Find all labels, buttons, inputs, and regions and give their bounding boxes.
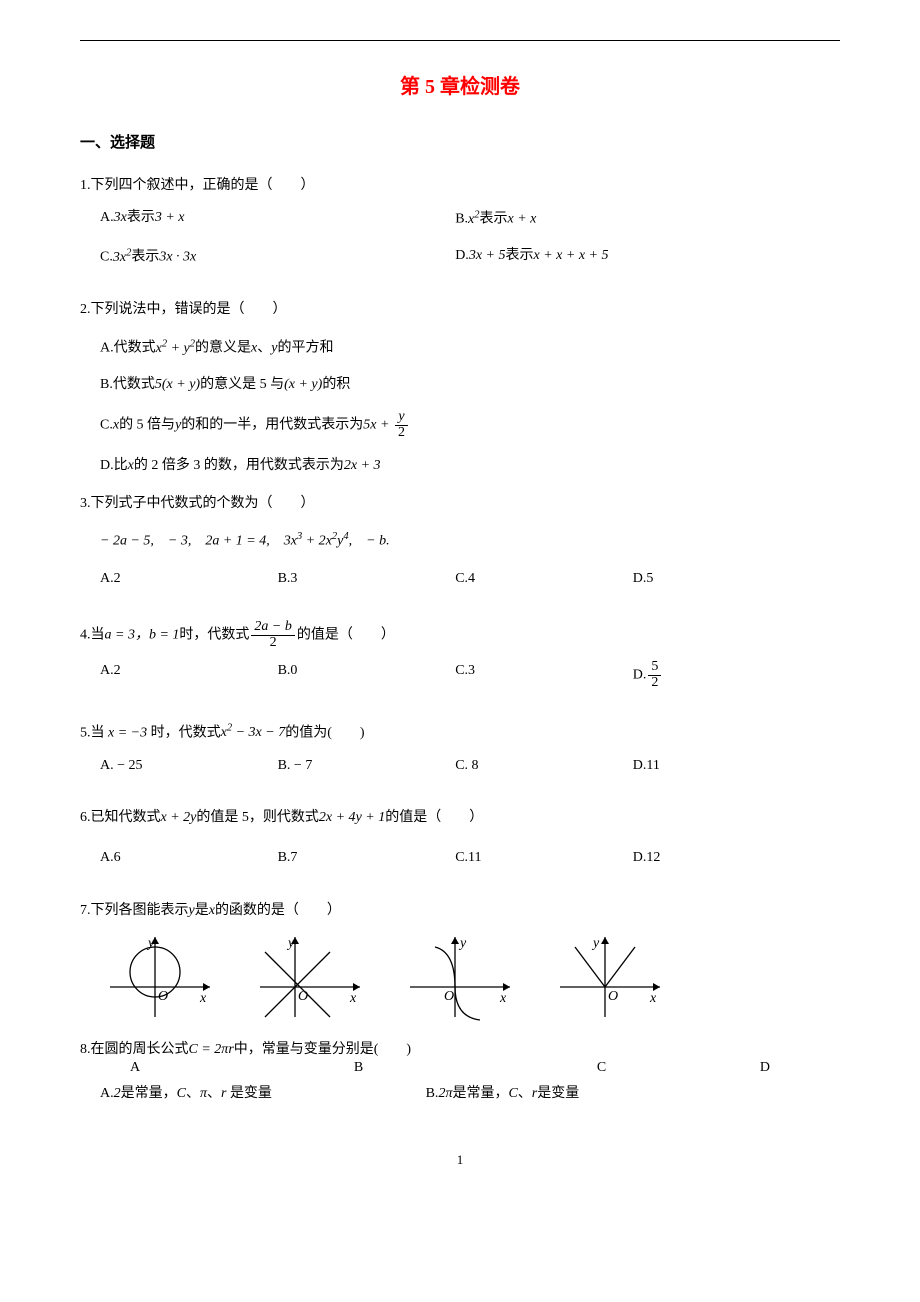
q5-stem: 5.当 x = −3 时，代数式x2 − 3x − 7的值为( ) [80, 721, 840, 745]
q7-stem: 7.下列各图能表示y是x的函数的是（ ） [80, 900, 840, 922]
question-1: 1.下列四个叙述中，正确的是（ ） A.3x表示3 + x B.x2表示x + … [80, 175, 840, 283]
q7-graph-a: y x O [100, 932, 220, 1030]
question-5: 5.当 x = −3 时，代数式x2 − 3x − 7的值为( ) A. − 2… [80, 721, 840, 791]
q5-choice-b: B. − 7 [278, 755, 456, 777]
graph-a-svg: y x O [100, 932, 220, 1022]
q4-choice-a: A.2 [100, 660, 278, 690]
q7-label-b: B [354, 1057, 363, 1079]
q5-choice-d: D.11 [633, 755, 840, 777]
q5-choice-a: A. − 25 [100, 755, 278, 777]
q1-choice-b: B.x2表示x + x [455, 207, 810, 231]
q4-choice-b: B.0 [278, 660, 456, 690]
graph-d-svg: y x O [550, 932, 670, 1022]
q3-choice-b: B.3 [278, 568, 456, 590]
section-heading: 一、选择题 [80, 131, 840, 155]
q7-graph-d: y x O [550, 932, 670, 1030]
svg-text:x: x [199, 991, 207, 1006]
question-4: 4.当a = 3，b = 1时，代数式2a − b2的值是（ ） A.2 B.0… [80, 620, 840, 705]
q2-choice-c: C.x的 5 倍与y的和的一半，用代数式表示为5x + y2 [100, 410, 840, 440]
q4-choice-d: D.52 [633, 660, 811, 690]
q2-choice-b: B.代数式5(x + y)的意义是 5 与(x + y)的积 [100, 374, 840, 396]
q3-choice-c: C.4 [455, 568, 633, 590]
svg-text:x: x [499, 991, 507, 1006]
q1-stem: 1.下列四个叙述中，正确的是（ ） [80, 175, 840, 197]
q6-choice-a: A.6 [100, 847, 278, 869]
q2-choice-d: D.比x的 2 倍多 3 的数，用代数式表示为2x + 3 [100, 455, 840, 477]
q6-choice-c: C.11 [455, 847, 633, 869]
q6-choice-d: D.12 [633, 847, 840, 869]
svg-text:x: x [349, 991, 357, 1006]
q3-list: − 2a − 5, − 3, 2a + 1 = 4, 3x3 + 2x2y4, … [100, 529, 840, 553]
q7-graph-c: y x O [400, 932, 520, 1030]
q7-label-a: A [130, 1057, 140, 1079]
page-number: 1 [80, 1150, 840, 1171]
q7-graphs: y x O y x O [100, 932, 840, 1030]
q8-choice-a: A.2是常量，C、π、r 是变量 [100, 1083, 426, 1105]
q7-label-c: C [597, 1057, 606, 1079]
svg-text:y: y [458, 936, 467, 951]
q3-choice-d: D.5 [633, 568, 811, 590]
q3-choice-a: A.2 [100, 568, 278, 590]
svg-text:y: y [591, 936, 600, 951]
svg-text:y: y [146, 936, 155, 951]
question-3: 3.下列式子中代数式的个数为（ ） − 2a − 5, − 3, 2a + 1 … [80, 493, 840, 604]
svg-text:y: y [286, 936, 295, 951]
q1-choice-a: A.3x表示3 + x [100, 207, 455, 231]
page-title: 第 5 章检测卷 [80, 71, 840, 103]
q4-choice-c: C.3 [455, 660, 633, 690]
q1-choice-c: C.3x2表示3x · 3x [100, 245, 455, 269]
question-8: 8.在圆的周长公式C = 2πr中，常量与变量分别是( ) A B C D A.… [80, 1039, 840, 1120]
graph-c-svg: y x O [400, 932, 520, 1022]
q2-choice-a: A.代数式x2 + y2的意义是x、y的平方和 [100, 336, 840, 360]
q1-choice-d: D.3x + 5表示x + x + x + 5 [455, 245, 810, 269]
svg-text:x: x [649, 991, 657, 1006]
q4-stem: 4.当a = 3，b = 1时，代数式2a − b2的值是（ ） [80, 620, 840, 650]
svg-text:O: O [608, 989, 618, 1004]
top-rule [80, 40, 840, 41]
q6-stem: 6.已知代数式x + 2y的值是 5，则代数式2x + 4y + 1的值是（ ） [80, 807, 840, 829]
svg-text:O: O [158, 989, 168, 1004]
q7-label-d: D [760, 1057, 770, 1079]
svg-text:O: O [298, 989, 308, 1004]
q5-choice-c: C. 8 [455, 755, 633, 777]
q8-choice-b: B.2π是常量，C、r是变量 [426, 1083, 796, 1105]
question-6: 6.已知代数式x + 2y的值是 5，则代数式2x + 4y + 1的值是（ ）… [80, 807, 840, 884]
q2-stem: 2.下列说法中，错误的是（ ） [80, 299, 840, 321]
graph-b-svg: y x O [250, 932, 370, 1022]
question-7: 7.下列各图能表示y是x的函数的是（ ） y x O [80, 900, 840, 1031]
q7-graph-b: y x O [250, 932, 370, 1030]
svg-text:O: O [444, 989, 454, 1004]
q3-stem: 3.下列式子中代数式的个数为（ ） [80, 493, 840, 515]
q6-choice-b: B.7 [278, 847, 456, 869]
question-2: 2.下列说法中，错误的是（ ） A.代数式x2 + y2的意义是x、y的平方和 … [80, 299, 840, 477]
